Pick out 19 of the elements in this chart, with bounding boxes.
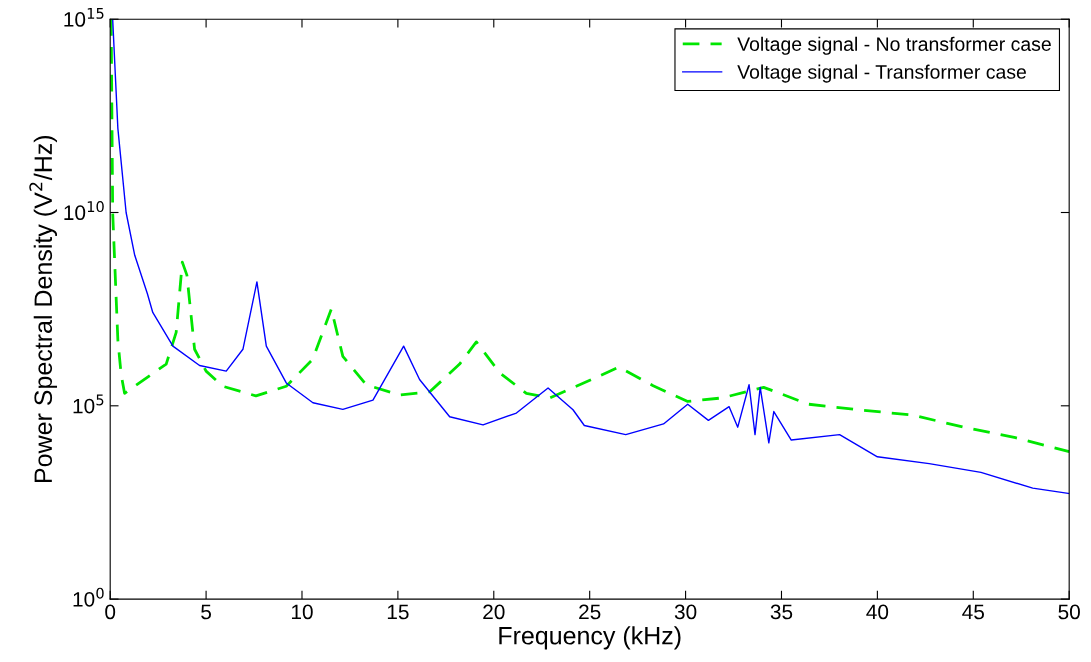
y-tick-label: 10$^{15}$: [64, 8, 104, 27]
y-tick-label: 10$^{10}$: [64, 201, 104, 221]
y-tick-label: 10$^{0}$: [73, 587, 104, 607]
x-tick-label: 0: [105, 604, 116, 620]
x-tick-label: 50: [1058, 604, 1080, 620]
x-tick-label: 30: [674, 604, 697, 620]
x-tick-label: 15: [387, 604, 409, 620]
legend-label: Voltage signal - Transformer case: [737, 64, 1026, 83]
y-tick-label: 10$^{5}$: [73, 394, 104, 414]
x-axis-title: Frequency (kHz): [499, 626, 681, 650]
x-tick-label: 35: [770, 604, 793, 620]
x-tick-label: 20: [483, 604, 505, 620]
x-tick-label: 45: [962, 604, 984, 620]
x-tick-label: 40: [866, 604, 889, 620]
x-tick-label: 10: [291, 604, 313, 620]
legend-label: Voltage signal - No transformer case: [737, 36, 1051, 55]
x-tick-label: 25: [579, 604, 601, 620]
y-axis-title: Power Spectral Density (V$^{2}$/Hz): [29, 135, 58, 482]
x-tick-label: 5: [201, 604, 212, 620]
